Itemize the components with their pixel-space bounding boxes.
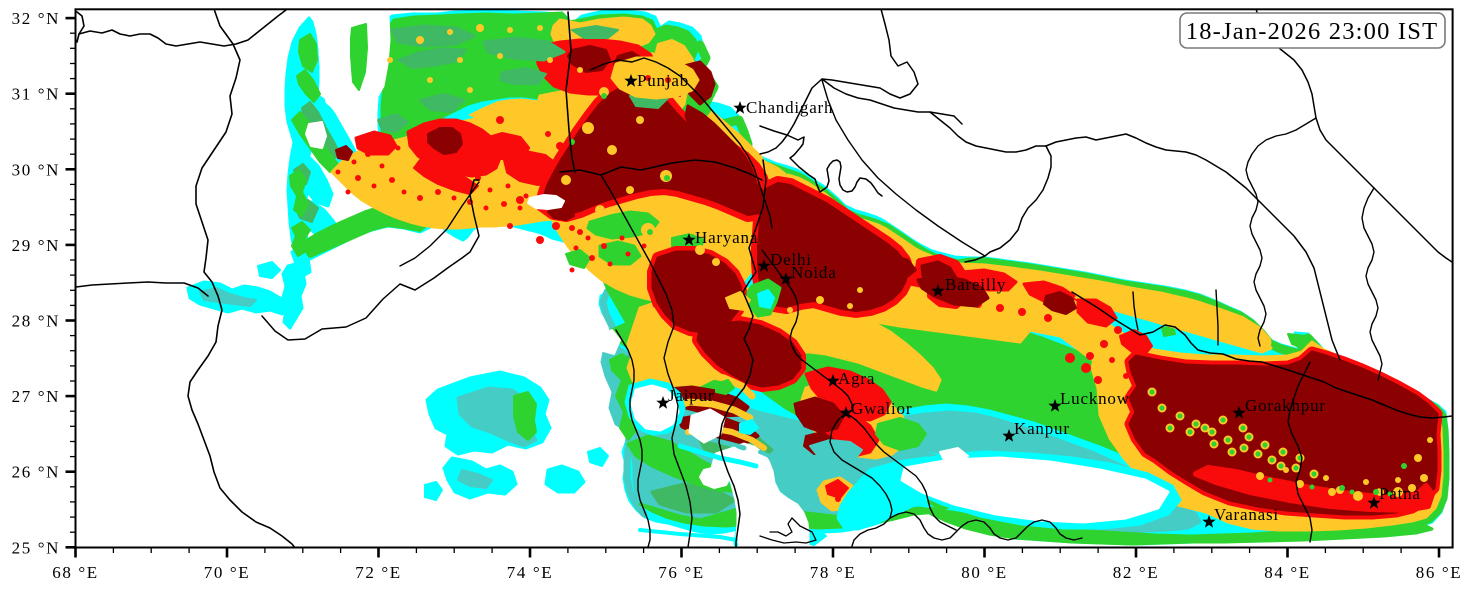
svg-text:Lucknow: Lucknow [1060, 389, 1130, 408]
svg-text:Gorakhpur: Gorakhpur [1245, 396, 1326, 415]
svg-text:Agra: Agra [838, 369, 875, 388]
svg-text:68 °E: 68 °E [52, 563, 98, 582]
svg-text:74 °E: 74 °E [507, 563, 553, 582]
svg-text:Punjab: Punjab [637, 71, 689, 90]
svg-text:26 °N: 26 °N [12, 463, 60, 482]
svg-text:Jaipur: Jaipur [668, 386, 714, 405]
svg-text:86 °E: 86 °E [1416, 563, 1462, 582]
svg-text:84 °E: 84 °E [1264, 563, 1310, 582]
svg-text:25 °N: 25 °N [12, 538, 60, 557]
svg-text:29 °N: 29 °N [12, 236, 60, 255]
svg-text:30 °N: 30 °N [12, 160, 60, 179]
svg-text:Chandigarh: Chandigarh [746, 98, 833, 117]
svg-text:Bareilly: Bareilly [945, 275, 1006, 294]
svg-text:28 °N: 28 °N [12, 312, 60, 331]
svg-text:Haryana: Haryana [695, 228, 758, 247]
svg-text:72 °E: 72 °E [355, 563, 401, 582]
svg-text:27 °N: 27 °N [12, 387, 60, 406]
svg-text:78 °E: 78 °E [810, 563, 856, 582]
svg-text:82 °E: 82 °E [1113, 563, 1159, 582]
svg-text:31 °N: 31 °N [12, 85, 60, 104]
svg-text:76 °E: 76 °E [658, 563, 704, 582]
svg-text:Delhi: Delhi [770, 250, 812, 269]
svg-text:32 °N: 32 °N [12, 9, 60, 28]
svg-text:70 °E: 70 °E [204, 563, 250, 582]
svg-text:Patna: Patna [1379, 484, 1421, 503]
svg-text:80 °E: 80 °E [961, 563, 1007, 582]
svg-text:18-Jan-2026 23:00 IST: 18-Jan-2026 23:00 IST [1186, 18, 1438, 45]
svg-text:Kanpur: Kanpur [1014, 419, 1070, 438]
svg-text:Noida: Noida [791, 263, 837, 282]
svg-text:Varanasi: Varanasi [1214, 505, 1279, 524]
svg-text:Gwalior: Gwalior [851, 399, 912, 418]
